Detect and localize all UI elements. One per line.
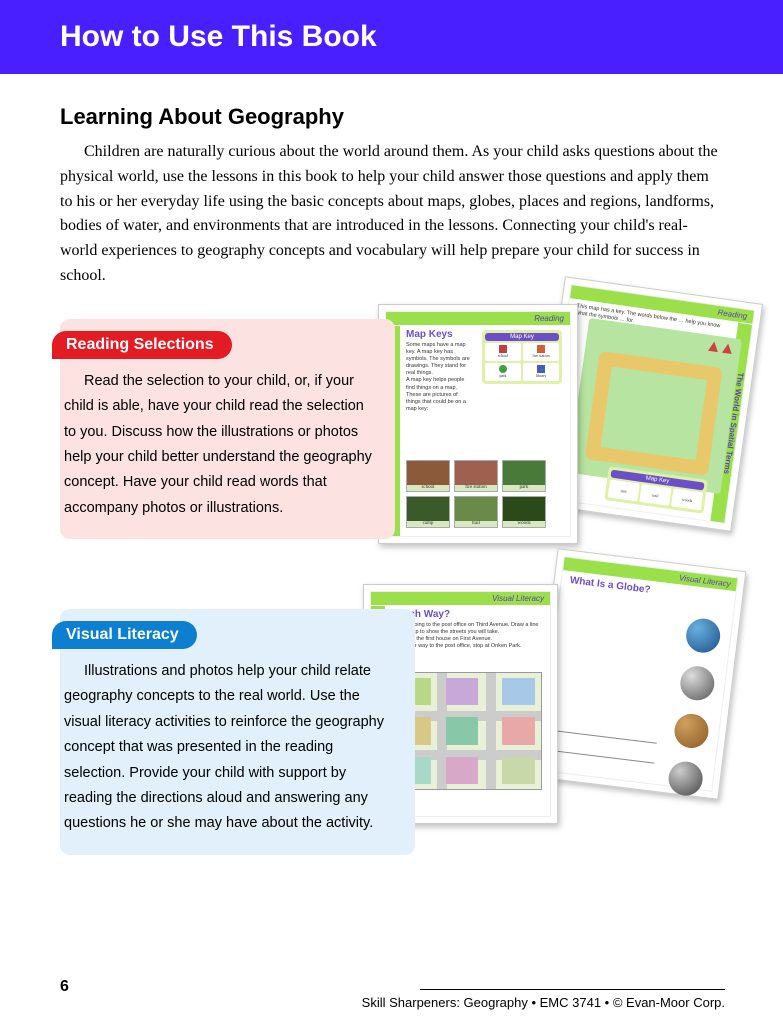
photo-cell: fire station xyxy=(454,460,498,492)
photo-cell: park xyxy=(502,460,546,492)
page-number: 6 xyxy=(60,978,69,996)
photo-cell: trail xyxy=(454,496,498,528)
section-title: Learning About Geography xyxy=(60,104,723,130)
thumb-header: Visual Literacy xyxy=(371,592,550,605)
globe-icon xyxy=(684,617,722,655)
thumb-header: Reading xyxy=(386,312,570,325)
page-banner: How to Use This Book xyxy=(0,0,783,74)
key-item: park xyxy=(499,373,506,378)
banner-title: How to Use This Book xyxy=(60,20,377,53)
key-item: library xyxy=(536,373,547,378)
photo-cell: camp xyxy=(406,496,450,528)
mapkey-item: woods xyxy=(671,488,703,510)
photo-cell: school xyxy=(406,460,450,492)
visual-thumbnails: Visual Literacy What Is a Globe? Visual … xyxy=(363,559,733,829)
globe-stand-icon xyxy=(673,712,711,750)
visual-literacy-body: Illustrations and photos help your child… xyxy=(60,659,405,837)
thumb-visual-back: Visual Literacy What Is a Globe? xyxy=(530,548,747,799)
reading-thumbnails: Reading The World in Spatial Terms This … xyxy=(378,289,748,549)
intro-paragraph: Children are naturally curious about the… xyxy=(60,140,723,289)
globe-wireframe-icon xyxy=(667,760,705,798)
reading-selections-block: Reading The World in Spatial Terms This … xyxy=(60,319,723,539)
mapkey-item: trail xyxy=(639,484,671,506)
reading-selections-pill: Reading Selections xyxy=(52,331,232,359)
globe-wireframe-icon xyxy=(678,664,716,702)
key-item: school xyxy=(498,353,508,358)
visual-literacy-block: Visual Literacy What Is a Globe? Visual … xyxy=(60,609,723,855)
footer-text: Skill Sharpeners: Geography • EMC 3741 •… xyxy=(362,995,725,1010)
mapkey-title: Map Key xyxy=(485,333,559,341)
visual-literacy-pill: Visual Literacy xyxy=(52,621,197,649)
thumb-map xyxy=(568,318,742,494)
reading-selections-body: Read the selection to your child, or, if… xyxy=(60,369,385,521)
key-item: fire station xyxy=(532,353,549,358)
visual-text-area: Visual Literacy Illustrations and photos… xyxy=(60,609,415,855)
main-content: Learning About Geography Children are na… xyxy=(0,74,783,855)
thumb-reading-front: Reading The World in Spatial Terms Map K… xyxy=(378,304,578,544)
reading-text-area: Reading Selections Read the selection to… xyxy=(60,319,395,539)
footer-rule xyxy=(420,989,725,990)
photo-cell: woods xyxy=(502,496,546,528)
mapkey-item: tent xyxy=(608,479,640,501)
